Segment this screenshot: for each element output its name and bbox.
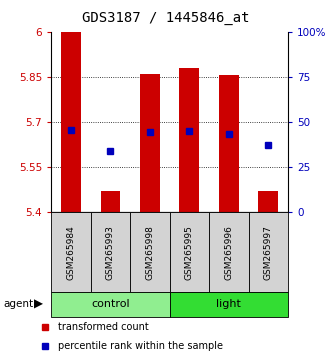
Text: GSM265993: GSM265993	[106, 225, 115, 280]
Text: ▶: ▶	[33, 298, 43, 311]
Bar	[169, 292, 288, 317]
Bar	[91, 212, 130, 292]
Bar	[51, 292, 169, 317]
Bar	[179, 68, 199, 212]
Text: GSM265998: GSM265998	[145, 225, 155, 280]
Bar	[130, 212, 169, 292]
Bar	[219, 75, 239, 212]
Text: agent: agent	[3, 299, 33, 309]
Bar	[101, 192, 120, 212]
Bar	[140, 74, 160, 212]
Text: light: light	[216, 299, 241, 309]
Text: GSM265995: GSM265995	[185, 225, 194, 280]
Text: control: control	[91, 299, 130, 309]
Bar	[209, 212, 249, 292]
Text: GDS3187 / 1445846_at: GDS3187 / 1445846_at	[82, 11, 249, 25]
Text: percentile rank within the sample: percentile rank within the sample	[58, 341, 222, 351]
Bar	[169, 212, 209, 292]
Bar	[259, 192, 278, 212]
Text: transformed count: transformed count	[58, 322, 148, 332]
Bar	[249, 212, 288, 292]
Bar	[61, 32, 81, 212]
Text: GSM265996: GSM265996	[224, 225, 233, 280]
Text: GSM265984: GSM265984	[67, 225, 75, 280]
Text: GSM265997: GSM265997	[264, 225, 273, 280]
Bar	[51, 212, 91, 292]
